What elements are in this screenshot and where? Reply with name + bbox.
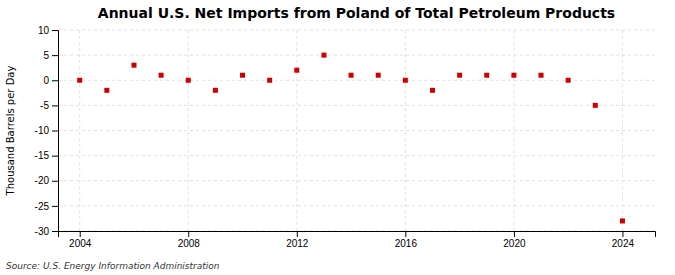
point — [430, 88, 435, 93]
point — [213, 88, 218, 93]
tick-mark — [52, 206, 58, 207]
point — [566, 78, 571, 83]
tick-label: 2012 — [286, 238, 309, 249]
point — [77, 78, 82, 83]
tick-mark — [52, 156, 58, 157]
grid-line — [296, 30, 297, 231]
point — [403, 78, 408, 83]
tick-mark — [52, 231, 58, 232]
y-axis-label: Thousand Barrels per Day — [5, 66, 16, 197]
point — [104, 88, 109, 93]
tick-label: -20 — [35, 175, 50, 186]
point — [376, 73, 381, 78]
axis-line — [52, 31, 59, 232]
grid-line — [58, 105, 655, 106]
grid-line — [58, 80, 655, 81]
grid-line — [58, 180, 655, 181]
tick-mark — [514, 231, 515, 237]
tick-mark — [52, 105, 58, 106]
tick: 2016 — [395, 231, 418, 249]
tick: 0 — [43, 75, 58, 86]
grid-line — [405, 30, 406, 231]
tick-label: 5 — [43, 50, 49, 61]
tick: 2024 — [612, 231, 635, 249]
tick: 2008 — [178, 231, 201, 249]
tick: -5 — [40, 100, 58, 111]
tick-mark — [188, 231, 189, 237]
tick: -15 — [35, 150, 58, 161]
grid-line — [79, 30, 80, 231]
tick-label: 2024 — [612, 238, 635, 249]
tick: 2012 — [286, 231, 309, 249]
point — [240, 73, 245, 78]
tick-label: 2008 — [178, 238, 201, 249]
tick: 2004 — [69, 231, 92, 249]
tick-label: -15 — [35, 150, 50, 161]
tick: 5 — [43, 50, 58, 61]
tick-label: 2020 — [503, 238, 526, 249]
y-axis: 10 5 0 -5 -10 -15 -20 -25 -30 — [35, 25, 59, 237]
tick-label: 0 — [43, 75, 49, 86]
title: Annual U.S. Net Imports from Poland of T… — [98, 5, 615, 21]
tick-mark — [52, 80, 58, 81]
point — [267, 78, 272, 83]
axis-line — [59, 232, 656, 238]
point — [484, 73, 489, 78]
point — [131, 63, 136, 68]
grid — [58, 30, 655, 231]
grid-line — [513, 30, 514, 231]
tick-mark — [622, 231, 623, 237]
tick-mark — [52, 55, 58, 56]
plot-area: 2004 2008 2012 2016 2020 2024 10 5 0 -5 -10 -15 -20 -… — [35, 25, 656, 249]
tick: 2020 — [503, 231, 526, 249]
grid-line — [58, 155, 655, 156]
point — [186, 78, 191, 83]
point — [539, 73, 544, 78]
x-axis: 2004 2008 2012 2016 2020 2024 — [59, 231, 656, 249]
grid-line — [58, 30, 655, 31]
chart: 2004 2008 2012 2016 2020 2024 10 5 0 -5 -10 -15 -20 -… — [0, 0, 675, 275]
tick-mark — [405, 231, 406, 237]
tick: -10 — [35, 125, 58, 136]
grid-line — [188, 30, 189, 231]
point — [294, 68, 299, 73]
grid-line — [58, 205, 655, 206]
tick-mark — [297, 231, 298, 237]
annotation: Source: U.S. Energy Information Administ… — [6, 261, 220, 271]
tick-label: -5 — [40, 100, 49, 111]
tick-label: -30 — [35, 226, 50, 237]
point — [593, 103, 598, 108]
grid-line — [622, 30, 623, 231]
tick: -25 — [35, 201, 58, 212]
tick-label: 2004 — [69, 238, 92, 249]
point — [349, 73, 354, 78]
point — [620, 218, 625, 223]
point — [457, 73, 462, 78]
grid-line — [58, 55, 655, 56]
grid-line — [58, 130, 655, 131]
tick-label: -10 — [35, 125, 50, 136]
tick-label: 2016 — [395, 238, 418, 249]
tick: -30 — [35, 226, 58, 237]
tick: 10 — [38, 25, 58, 36]
tick-mark — [80, 231, 81, 237]
tick: -20 — [35, 175, 58, 186]
tick-mark — [52, 131, 58, 132]
tick-mark — [52, 30, 58, 31]
tick-label: -25 — [35, 201, 50, 212]
points — [77, 53, 625, 224]
point — [511, 73, 516, 78]
tick-label: 10 — [38, 25, 50, 36]
tick-mark — [52, 181, 58, 182]
point — [321, 53, 326, 58]
point — [159, 73, 164, 78]
